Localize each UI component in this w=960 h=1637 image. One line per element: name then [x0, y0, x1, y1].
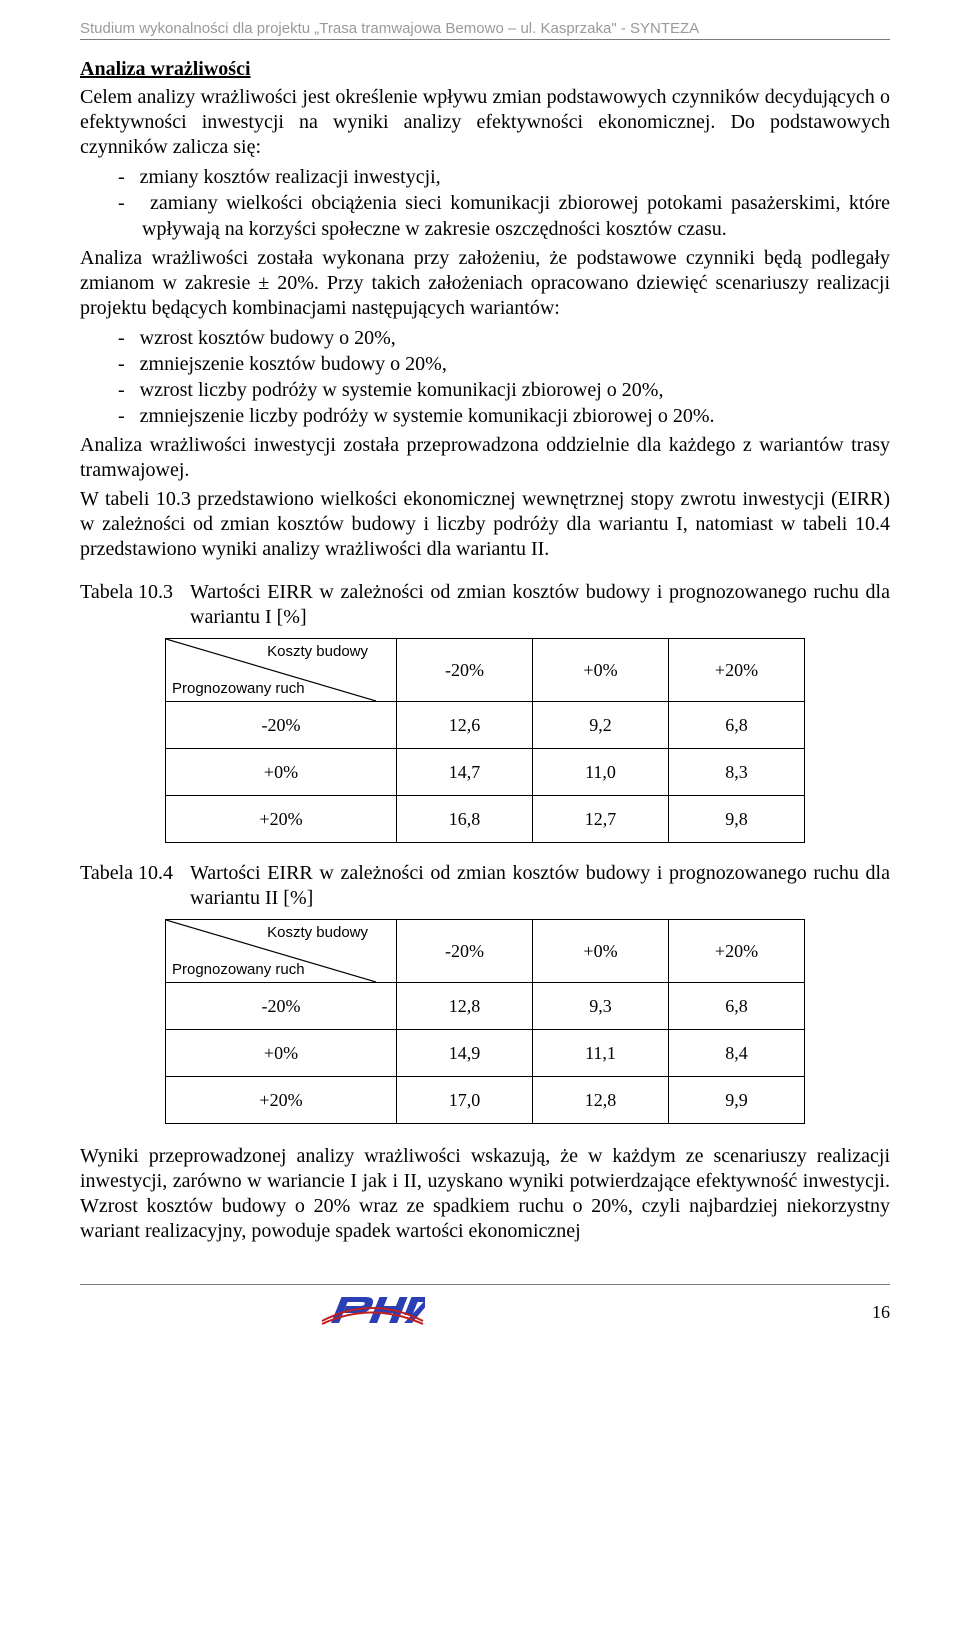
- row-header: -20%: [166, 702, 397, 749]
- table-caption-2: Tabela 10.4 Wartości EIRR w zależności o…: [80, 861, 890, 911]
- cell: 8,3: [669, 749, 805, 796]
- col-header: +0%: [533, 920, 669, 983]
- table-header-row: Koszty budowy Prognozowany ruch -20% +0%…: [166, 920, 805, 983]
- diagonal-header-cell: Koszty budowy Prognozowany ruch: [166, 639, 397, 702]
- cell: 12,8: [397, 983, 533, 1030]
- diagonal-header-cell: Koszty budowy Prognozowany ruch: [166, 920, 397, 983]
- table-row: -20% 12,6 9,2 6,8: [166, 702, 805, 749]
- table-row: +0% 14,7 11,0 8,3: [166, 749, 805, 796]
- page-number: 16: [872, 1302, 890, 1323]
- cell: 9,9: [669, 1077, 805, 1124]
- list-item: zmniejszenie kosztów budowy o 20%,: [118, 351, 890, 377]
- list-item: wzrost liczby podróży w systemie komunik…: [118, 377, 890, 403]
- list-item: zamiany wielkości obciążenia sieci komun…: [118, 190, 890, 242]
- section-heading: Analiza wrażliwości: [80, 58, 890, 81]
- page-footer: 16: [80, 1284, 890, 1334]
- diag-top-label: Koszty budowy: [267, 643, 368, 660]
- footer-rule: [80, 1284, 890, 1285]
- cell: 14,7: [397, 749, 533, 796]
- table-header-row: Koszty budowy Prognozowany ruch -20% +0%…: [166, 639, 805, 702]
- diag-bottom-label: Prognozowany ruch: [172, 680, 305, 697]
- col-header: -20%: [397, 639, 533, 702]
- row-header: +20%: [166, 796, 397, 843]
- cell: 12,7: [533, 796, 669, 843]
- col-header: -20%: [397, 920, 533, 983]
- table-caption-1: Tabela 10.3 Wartości EIRR w zależności o…: [80, 580, 890, 630]
- row-header: +0%: [166, 749, 397, 796]
- table-row: +0% 14,9 11,1 8,4: [166, 1030, 805, 1077]
- cell: 16,8: [397, 796, 533, 843]
- running-header: Studium wykonalności dla projektu „Trasa…: [80, 20, 890, 37]
- table-row: -20% 12,8 9,3 6,8: [166, 983, 805, 1030]
- paragraph: W tabeli 10.3 przedstawiono wielkości ek…: [80, 487, 890, 562]
- cell: 6,8: [669, 983, 805, 1030]
- col-header: +0%: [533, 639, 669, 702]
- closing-paragraph: Wyniki przeprowadzonej analizy wrażliwoś…: [80, 1144, 890, 1244]
- header-rule: [80, 39, 890, 40]
- col-header: +20%: [669, 920, 805, 983]
- table-description: Wartości EIRR w zależności od zmian kosz…: [190, 861, 890, 911]
- list-item: zmiany kosztów realizacji inwestycji,: [118, 164, 890, 190]
- paragraph: Analiza wrażliwości została wykonana prz…: [80, 246, 890, 321]
- document-page: Studium wykonalności dla projektu „Trasa…: [0, 0, 960, 1374]
- col-header: +20%: [669, 639, 805, 702]
- row-header: -20%: [166, 983, 397, 1030]
- paragraph: Analiza wrażliwości inwestycji została p…: [80, 433, 890, 483]
- list-item: zmniejszenie liczby podróży w systemie k…: [118, 403, 890, 429]
- cell: 12,6: [397, 702, 533, 749]
- cell: 9,3: [533, 983, 669, 1030]
- cell: 9,8: [669, 796, 805, 843]
- table-description: Wartości EIRR w zależności od zmian kosz…: [190, 580, 890, 630]
- cell: 8,4: [669, 1030, 805, 1077]
- table-label: Tabela 10.3: [80, 580, 190, 630]
- table-row: +20% 16,8 12,7 9,8: [166, 796, 805, 843]
- bullet-list-2: wzrost kosztów budowy o 20%, zmniejszeni…: [80, 325, 890, 429]
- diag-top-label: Koszty budowy: [267, 924, 368, 941]
- cell: 11,1: [533, 1030, 669, 1077]
- list-item: wzrost kosztów budowy o 20%,: [118, 325, 890, 351]
- row-header: +0%: [166, 1030, 397, 1077]
- bullet-list-1: zmiany kosztów realizacji inwestycji, za…: [80, 164, 890, 242]
- logo-icon: [320, 1291, 425, 1334]
- diag-bottom-label: Prognozowany ruch: [172, 961, 305, 978]
- cell: 12,8: [533, 1077, 669, 1124]
- table-row: +20% 17,0 12,8 9,9: [166, 1077, 805, 1124]
- table-2: Koszty budowy Prognozowany ruch -20% +0%…: [165, 919, 805, 1124]
- paragraph: Celem analizy wrażliwości jest określeni…: [80, 85, 890, 160]
- row-header: +20%: [166, 1077, 397, 1124]
- cell: 17,0: [397, 1077, 533, 1124]
- cell: 9,2: [533, 702, 669, 749]
- cell: 6,8: [669, 702, 805, 749]
- cell: 14,9: [397, 1030, 533, 1077]
- table-label: Tabela 10.4: [80, 861, 190, 911]
- cell: 11,0: [533, 749, 669, 796]
- table-1: Koszty budowy Prognozowany ruch -20% +0%…: [165, 638, 805, 843]
